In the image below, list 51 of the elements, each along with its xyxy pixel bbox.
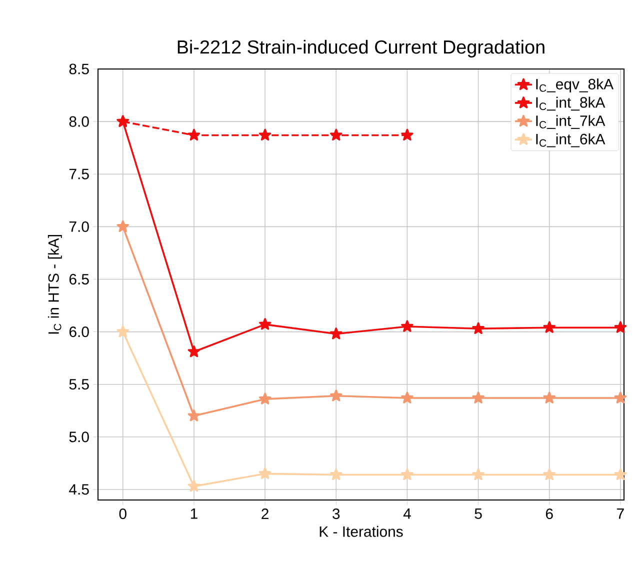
point [258, 128, 272, 141]
x-tick-label: 6 [546, 508, 553, 520]
x-axis-title: K - Iterations [320, 526, 403, 537]
x-tick-label: 2 [262, 508, 268, 519]
point [188, 480, 200, 492]
point [258, 467, 272, 480]
x-tick-label: 1 [190, 508, 198, 519]
point [614, 392, 627, 404]
point [614, 468, 627, 480]
legend-label: I$_{C}$_int_6kA [536, 133, 606, 148]
y-tick-label: 5.5 [69, 379, 89, 390]
point [258, 392, 272, 404]
legend-label: I$_{C}$_eqv_8kA [536, 78, 614, 92]
point [330, 327, 342, 340]
legend-label: I$_{C}$_int_8kA [536, 96, 606, 111]
point [188, 345, 200, 358]
point [401, 468, 414, 480]
point [116, 220, 130, 232]
point [472, 322, 484, 334]
chart-title: Bi-2212 Strain-induced Current Degradation [178, 40, 544, 58]
point [330, 468, 342, 480]
point [188, 409, 200, 422]
point [330, 390, 342, 402]
point [188, 128, 200, 141]
point [472, 392, 484, 404]
point [543, 321, 556, 333]
y-tick-label: 7.0 [69, 221, 89, 232]
y-tick-label: 6.5 [69, 274, 89, 285]
point [258, 318, 272, 330]
point [401, 320, 414, 332]
x-tick-label: 7 [617, 508, 624, 519]
point [401, 392, 414, 404]
x-tick-label: 0 [119, 508, 126, 520]
x-tick-label: 5 [474, 508, 482, 519]
y-tick-label: 7.5 [69, 168, 89, 180]
point [116, 325, 130, 338]
y-tick-label: 5.0 [69, 432, 89, 442]
x-tick-label: 4 [403, 508, 411, 519]
legend-label: I$_{C}$_int_7kA [536, 115, 606, 129]
point [543, 392, 556, 404]
x-tick-label: 3 [332, 508, 340, 520]
y-tick-label: 8.0 [69, 116, 89, 127]
y-axis-title: I$_{C}$ in HTS - [kA] [48, 235, 62, 334]
point [472, 468, 484, 480]
point [614, 321, 627, 333]
point [330, 128, 342, 141]
point [401, 128, 414, 141]
y-tick-label: 6.0 [69, 326, 89, 338]
y-tick-label: 4.5 [69, 484, 89, 495]
point [543, 468, 556, 480]
y-tick-label: 8.5 [69, 64, 89, 74]
